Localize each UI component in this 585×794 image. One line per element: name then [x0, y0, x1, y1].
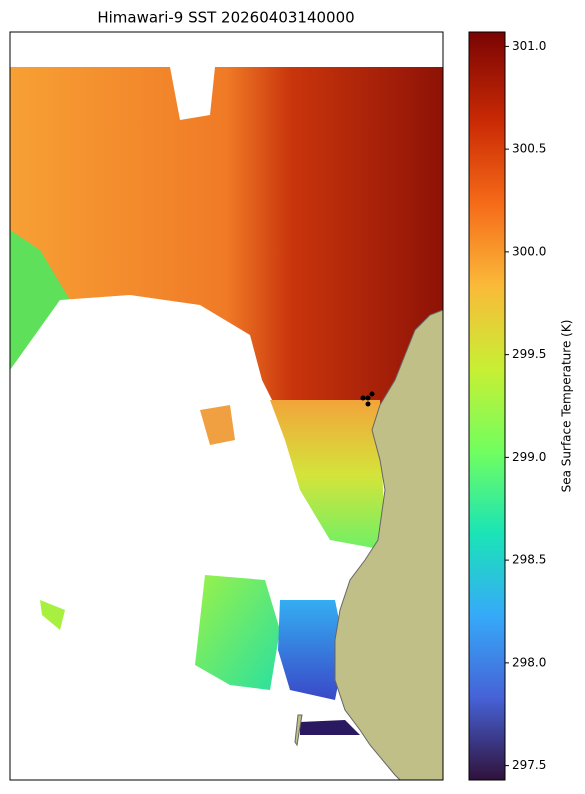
colorbar-label: Sea Surface Temperature (K): [560, 320, 574, 493]
colorbar-tick-label: 298.5: [512, 553, 546, 567]
colorbar-tick-label: 299.5: [512, 347, 546, 361]
colorbar-tick-label: 298.0: [512, 655, 546, 669]
colorbar: [468, 31, 506, 781]
colorbar-tick-label: 300.0: [512, 244, 546, 258]
map: [10, 32, 443, 780]
colorbar-tick-label: 300.5: [512, 142, 546, 156]
colorbar-tick-label: 301.0: [512, 39, 546, 53]
colorbar-tick-label: 299.0: [512, 450, 546, 464]
colorbar-tick-label: 297.5: [512, 758, 546, 772]
title: Himawari-9 SST 20260403140000: [97, 9, 354, 27]
map-frame: [9, 31, 444, 781]
